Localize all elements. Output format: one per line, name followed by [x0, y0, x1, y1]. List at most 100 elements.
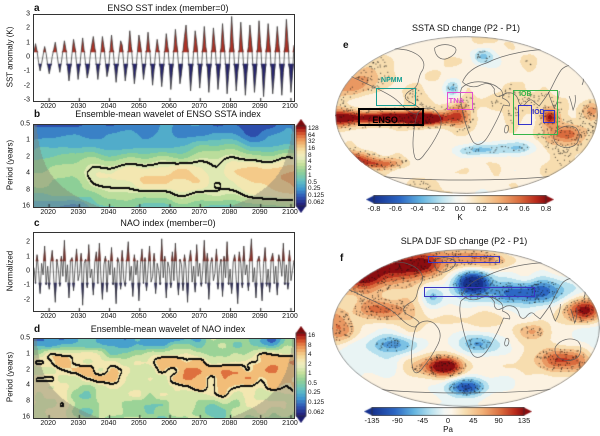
y-tick-label: 16	[22, 202, 30, 210]
npmm-label: NPMM	[381, 77, 403, 85]
colorbar-tick-label: 0.5	[308, 178, 317, 186]
enso-wavelet-plot	[33, 124, 295, 208]
nao-wavelet-plot	[33, 338, 295, 419]
x-tick-label: 2060	[161, 103, 177, 110]
colorbar-tick-label: -90	[391, 416, 403, 425]
y-tick-label: -2	[23, 82, 30, 90]
colorbar-tick-label: 0.2	[476, 204, 487, 213]
panel-label-e: e	[343, 40, 349, 51]
IOD-box	[518, 105, 532, 126]
colorbar-tick-label: 128	[308, 125, 319, 132]
enso-index-plot	[33, 14, 295, 102]
y-tick-label: 3	[26, 10, 30, 18]
region-box	[427, 255, 501, 264]
y-tick-label: 0.5	[20, 334, 30, 342]
x-tick-label: 2050	[131, 420, 147, 427]
x-tick-label: 2060	[161, 209, 177, 216]
panel-b-title: Ensemble-mean wavelet of ENSO SSTA index	[75, 109, 261, 119]
colorbar-tick-label: 2	[308, 360, 312, 368]
x-tick-label: 2050	[131, 103, 147, 110]
x-tick-label: 2090	[251, 103, 268, 110]
iod-label: IOD	[532, 108, 545, 116]
panel-label-c: c	[34, 218, 40, 229]
x-tick-label: 2020	[40, 103, 56, 110]
y-tick-label: -1	[23, 281, 30, 289]
x-tick-label: 2030	[70, 103, 87, 110]
panel-c-title: NAO index (member=0)	[120, 218, 216, 228]
colorbar-tick-label: 0.25	[308, 185, 321, 193]
panel-d-ylabel: Period (years)	[5, 351, 15, 403]
colorbar-tick-label: -0.8	[367, 204, 381, 213]
y-tick-label: 1	[26, 350, 30, 358]
IOB-box	[513, 90, 559, 136]
enso-wavelet-colorbar	[295, 119, 307, 213]
x-tick-label: 2080	[221, 313, 238, 320]
x-tick-label: 2070	[191, 209, 208, 216]
colorbar-tick-label: 0.062	[308, 198, 324, 206]
y-tick-label: -3	[23, 96, 30, 104]
x-tick-label: 2040	[100, 420, 117, 427]
x-tick-label: 2020	[40, 420, 56, 427]
colorbar-tick-label: 0.125	[308, 191, 324, 199]
tna-label: TNA	[448, 96, 465, 106]
y-tick-label: 0	[26, 267, 30, 275]
x-tick-label: 2080	[221, 103, 238, 110]
x-tick-label: 2030	[70, 420, 87, 427]
x-tick-label: 2040	[100, 313, 117, 320]
y-tick-label: 2	[26, 238, 30, 246]
colorbar-tick-label: 0	[445, 416, 451, 425]
ssta-colorbar-unit: K	[457, 213, 463, 222]
x-tick-label: 2100	[282, 313, 298, 320]
x-tick-label: 2090	[251, 209, 268, 216]
x-tick-label: 2070	[191, 420, 208, 427]
x-tick-label: 2050	[131, 209, 147, 216]
x-tick-label: 2070	[191, 103, 208, 110]
x-tick-label: 2020	[40, 209, 56, 216]
y-tick-label: -2	[23, 296, 30, 304]
colorbar-tick-label: 64	[308, 131, 316, 139]
colorbar-tick-label: 0.062	[308, 408, 324, 416]
y-tick-label: 0.5	[20, 120, 30, 128]
x-tick-label: 2080	[221, 420, 238, 427]
colorbar-tick-label: 16	[308, 145, 316, 153]
colorbar-tick-label: 0.5	[308, 379, 317, 387]
colorbar-tick-label: 45	[469, 416, 478, 425]
y-tick-label: 4	[26, 169, 30, 177]
panel-label-a: a	[34, 3, 40, 14]
ENSO-box	[358, 108, 424, 127]
colorbar-tick-label: -0.6	[389, 204, 402, 213]
ssta-sd-map: NPMM ENSO TNA IOB IOD	[335, 36, 598, 194]
colorbar-tick-label: 32	[308, 138, 316, 146]
y-tick-label: 4	[26, 381, 30, 389]
colorbar-tick-label: 8	[308, 341, 312, 349]
x-tick-label: 2090	[251, 313, 268, 320]
TNA-box	[447, 91, 474, 110]
y-tick-label: 1	[26, 136, 30, 144]
colorbar-tick-label: -0.2	[432, 204, 445, 213]
colorbar-tick-label: 135	[517, 416, 531, 425]
x-tick-label: 2040	[100, 103, 117, 110]
panel-label-d: d	[34, 324, 41, 335]
enso-wavelet-colorbar-ticks: 128 64 32 16 8 4 2 1 0.5 0.25 0.125 0.062	[308, 125, 324, 206]
colorbar-tick-label: 4	[308, 351, 312, 359]
x-tick-label: 2090	[251, 420, 268, 427]
region-box	[423, 287, 535, 298]
colorbar-tick-label: 0.8	[540, 204, 552, 213]
x-tick-label: 2060	[161, 313, 177, 320]
nao-index-plot	[33, 232, 295, 312]
panel-f-title: SLPA DJF SD change (P2 - P1)	[400, 236, 528, 246]
colorbar-tick-label: 1	[308, 171, 312, 179]
x-tick-label: 2100	[282, 420, 298, 427]
colorbar-tick-label: 4	[308, 158, 312, 166]
y-tick-label: 1	[26, 253, 30, 261]
slpa-sd-map	[332, 249, 600, 407]
y-tick-label: 2	[26, 153, 30, 161]
colorbar-tick-label: -0.4	[410, 204, 424, 213]
x-tick-label: 2100	[282, 209, 298, 216]
panel-d-title: Ensemble-mean wavelet of NAO index	[90, 324, 246, 334]
x-tick-label: 2020	[40, 313, 56, 320]
panel-e-title: SSTA SD change (P2 - P1)	[412, 23, 520, 33]
x-tick-label: 2100	[282, 103, 298, 110]
ssta-colorbar	[366, 195, 554, 204]
colorbar-tick-label: -135	[364, 416, 380, 425]
